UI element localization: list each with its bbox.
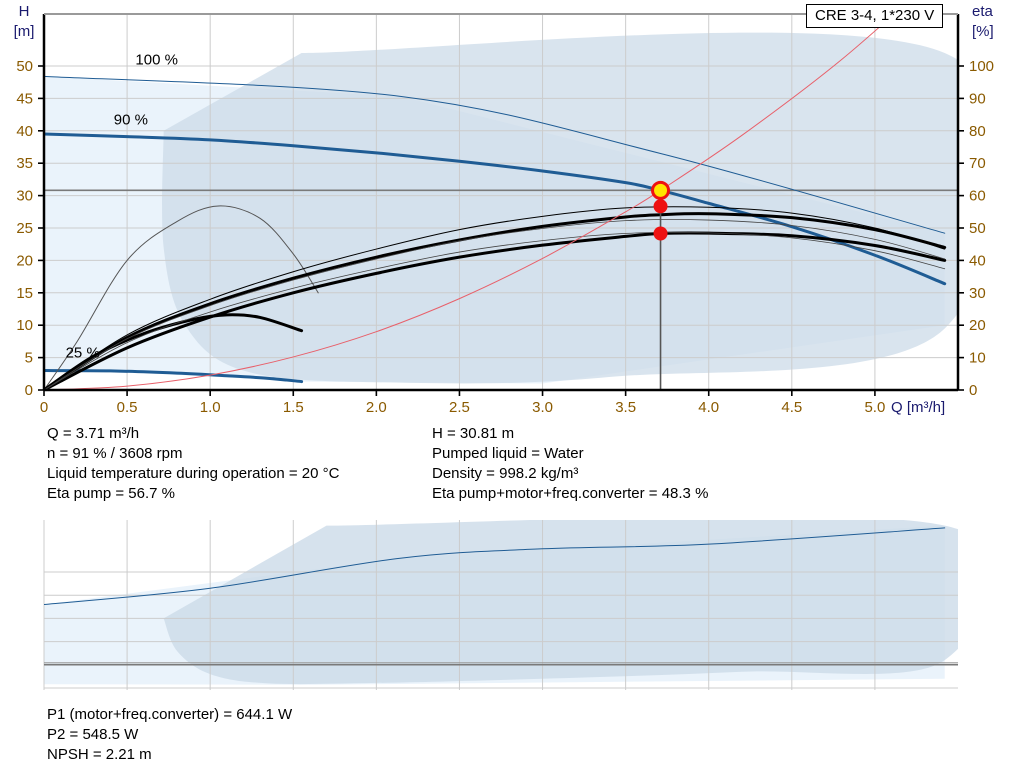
annotation-0: 100 % <box>135 52 178 69</box>
ytick-label: 30 <box>16 188 33 205</box>
ytick-label: 25 <box>16 220 33 237</box>
head-efficiency-chart: 0 5 10 15 20 25 30 35 40 45 50 0 10 20 30 40 50 60 70 80 90 1… <box>14 3 994 416</box>
info-right-line-2: Density = 998.2 kg/m³ <box>432 465 579 482</box>
xtick-label: 2.5 <box>449 399 470 416</box>
top-curves <box>44 14 947 390</box>
curve-system-curve-red <box>44 14 896 390</box>
info-left-line-1: n = 91 % / 3608 rpm <box>47 445 183 462</box>
curve-eta-100 <box>44 206 946 390</box>
info-right-block: H = 30.81 m Pumped liquid = Water Densit… <box>432 424 708 504</box>
curve-p1-envelope <box>44 527 946 605</box>
ytick-label: 35 <box>16 155 33 172</box>
y2tick-label: 0 <box>969 382 977 399</box>
h-axis-unit: [m] <box>14 23 35 40</box>
y2tick-label: 80 <box>969 123 986 140</box>
bottom-gridlines <box>43 520 958 690</box>
ytick-label: 40 <box>16 123 33 140</box>
xtick-label: 5.0 <box>864 399 885 416</box>
y2tick-label: 90 <box>969 90 986 107</box>
xtick-label: 3.0 <box>532 399 553 416</box>
info-left-line-2: Liquid temperature during operation = 20… <box>47 465 340 482</box>
y2tick-label: 40 <box>969 252 986 269</box>
info-left-line-0: Q = 3.71 m³/h <box>47 425 140 442</box>
curve-eta-duty <box>44 212 947 390</box>
y2tick-label: 10 <box>969 350 986 367</box>
y2tick-label: 100 <box>969 58 994 75</box>
xtick-label: 3.5 <box>615 399 636 416</box>
top-markers <box>651 180 671 241</box>
xtick-label: 0 <box>40 399 48 416</box>
info-right-line-0: H = 30.81 m <box>432 425 515 442</box>
marker-eta-total[interactable] <box>653 226 668 241</box>
ytick-label: 5 <box>25 350 33 367</box>
y2tick-label: 30 <box>969 285 986 302</box>
annotation-1: 90 % <box>114 111 148 128</box>
power-npsh-chart <box>43 520 958 690</box>
h-axis-label: H <box>19 3 30 20</box>
info-bottom-line-0: P1 (motor+freq.converter) = 644.1 W <box>47 706 293 723</box>
curve-h-duty <box>44 132 947 286</box>
info-left-line-3: Eta pump = 56.7 % <box>47 485 175 502</box>
info-bottom-block: P1 (motor+freq.converter) = 644.1 W P2 =… <box>47 705 292 765</box>
xtick-label: 1.0 <box>200 399 221 416</box>
xtick-label: 2.0 <box>366 399 387 416</box>
envelope-dark-area <box>163 520 958 685</box>
xtick-label: 4.5 <box>781 399 802 416</box>
bottom-curves <box>44 527 946 605</box>
xtick-label: 0.5 <box>117 399 138 416</box>
curve-eta-25 <box>44 313 304 390</box>
marker-eta-pump[interactable] <box>653 199 668 214</box>
ytick-label: 20 <box>16 252 33 269</box>
info-bottom-line-2: NPSH = 2.21 m <box>47 746 152 763</box>
marker-duty-point[interactable] <box>651 180 671 200</box>
eta-thin-1 <box>44 219 946 390</box>
xtick-label: 4.0 <box>698 399 719 416</box>
bottom-plot-area <box>44 520 958 685</box>
ytick-label: 10 <box>16 317 33 334</box>
info-right-line-1: Pumped liquid = Water <box>432 445 584 462</box>
ytick-label: 50 <box>16 58 33 75</box>
ytick-label: 45 <box>16 90 33 107</box>
top-axes: 0 5 10 15 20 25 30 35 40 45 50 0 10 20 30 40 50 60 70 80 90 1… <box>14 3 994 416</box>
eta-axis-label: eta <box>972 3 994 20</box>
ytick-label: 15 <box>16 285 33 302</box>
chart-title-box: CRE 3-4, 1*230 V <box>806 4 944 28</box>
curve-h-25 <box>44 369 304 384</box>
y2tick-label: 60 <box>969 188 986 205</box>
y2tick-label: 50 <box>969 220 986 237</box>
curve-eta-envelope-arc <box>44 205 319 390</box>
top-plot-area <box>44 32 958 384</box>
curve-h-100 <box>44 75 946 234</box>
info-left-block: Q = 3.71 m³/h n = 91 % / 3608 rpm Liquid… <box>47 424 339 504</box>
xtick-label: 1.5 <box>283 399 304 416</box>
info-right-line-3: Eta pump+motor+freq.converter = 48.3 % <box>432 485 709 502</box>
q-axis-label: Q [m³/h] <box>891 399 945 416</box>
y2tick-label: 20 <box>969 317 986 334</box>
y2tick-label: 70 <box>969 155 986 172</box>
annotation-2: 25 % <box>66 345 100 362</box>
envelope-dark-area <box>162 32 958 384</box>
eta-thin-0 <box>44 231 946 390</box>
ytick-label: 0 <box>25 382 33 399</box>
eta-axis-unit: [%] <box>972 23 994 40</box>
info-bottom-line-1: P2 = 548.5 W <box>47 726 139 743</box>
